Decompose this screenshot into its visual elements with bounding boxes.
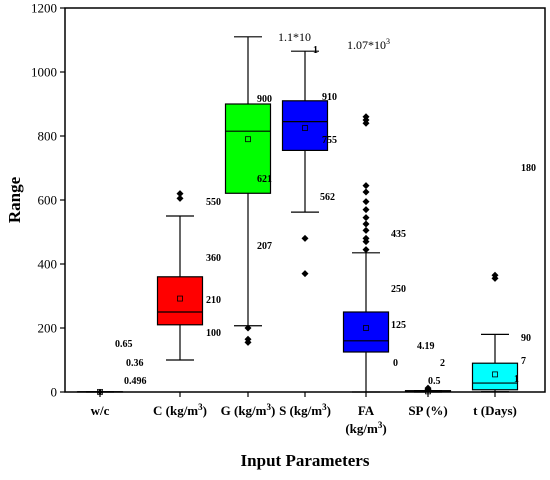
annotation-2-1: 900 [257, 94, 272, 105]
y-tick-label-2: 400 [38, 257, 58, 272]
chart-marks: 0.650.360.4965503602101001.1*10900621207… [78, 30, 537, 395]
outlier-4-9 [363, 182, 370, 189]
box-group-2 [226, 37, 271, 346]
y-tick-label-6: 1200 [31, 1, 57, 16]
x-category-tail-4: ) [382, 421, 386, 436]
annotation-3-0: 1 [313, 45, 318, 56]
outlier-4-5 [363, 214, 370, 221]
outlier-4-0 [363, 246, 370, 253]
annotation-6-2: 7 [521, 356, 526, 367]
annotation-3-4: 562 [320, 192, 335, 203]
x-category-label-3: S (kg/m3) [279, 402, 331, 418]
annotation-3-2: 910 [322, 92, 337, 103]
annotation-4-3: 0 [393, 358, 398, 369]
annotation-0-1: 0.36 [126, 358, 144, 369]
annotation-3-3: 755 [322, 135, 337, 146]
x-category-tail-1: ) [203, 403, 207, 418]
annotation-1-2: 210 [206, 295, 221, 306]
box-6 [473, 363, 518, 390]
annotation-4-2: 125 [391, 320, 406, 331]
x-category-label-5: SP (%) [408, 403, 447, 418]
outlier-4-6 [363, 206, 370, 213]
annotation-4-0: 435 [391, 229, 406, 240]
annotation-1-1: 360 [206, 253, 221, 264]
outlier-4-4 [363, 221, 370, 228]
box-group-6 [473, 272, 518, 392]
outlier-4-7 [363, 198, 370, 205]
y-tick-label-1: 200 [38, 321, 58, 336]
box-4 [344, 312, 389, 352]
annotation-4-1: 250 [391, 284, 406, 295]
outlier-3-0 [302, 235, 309, 242]
annotation-1-0: 550 [206, 197, 221, 208]
annotation-sup-3-1: 3 [386, 37, 390, 46]
annotation-2-3: 207 [257, 241, 272, 252]
box-group-3 [283, 51, 328, 277]
x-category-label-4: FA [358, 403, 375, 418]
annotation-2-2: 621 [257, 174, 272, 185]
x-category-label-1: C (kg/m3) [153, 402, 207, 418]
annotation-0-2: 0.496 [124, 376, 147, 387]
x-category-label-line2-4: (kg/m3) [345, 420, 386, 436]
x-category-tail-2: ) [271, 403, 275, 418]
box-group-4 [344, 113, 389, 392]
annotation-0-0: 0.65 [115, 339, 133, 350]
outlier-4-8 [363, 189, 370, 196]
y-tick-label-4: 800 [38, 129, 58, 144]
annotation-2-0: 1.1*10 [278, 30, 311, 44]
annotation-3-1: 1.07*103 [347, 37, 390, 52]
annotation-5-2: 0.5 [428, 376, 441, 387]
x-category-tail-3: ) [327, 403, 331, 418]
annotation-1-3: 100 [206, 328, 221, 339]
outlier-4-3 [363, 227, 370, 234]
box-group-0 [78, 389, 123, 395]
y-tick-label-5: 1000 [31, 65, 57, 80]
box-group-1 [158, 190, 203, 360]
outlier-3-1 [302, 270, 309, 277]
annotation-6-1: 90 [521, 333, 531, 344]
y-tick-label-3: 600 [38, 193, 58, 208]
annotation-5-0: 4.19 [417, 341, 435, 352]
x-category-label-6: t (Days) [473, 403, 517, 418]
y-axis-title: Range [5, 176, 24, 223]
y-tick-label-0: 0 [51, 385, 58, 400]
outlier-1-1 [177, 190, 184, 197]
x-axis-title: Input Parameters [241, 451, 370, 470]
x-category-label-2: G (kg/m3) [221, 402, 276, 418]
annotation-5-1: 2 [440, 358, 445, 369]
annotation-6-3: 1 [514, 374, 519, 385]
x-category-label-0: w/c [91, 403, 110, 418]
annotation-6-0: 180 [521, 163, 536, 174]
